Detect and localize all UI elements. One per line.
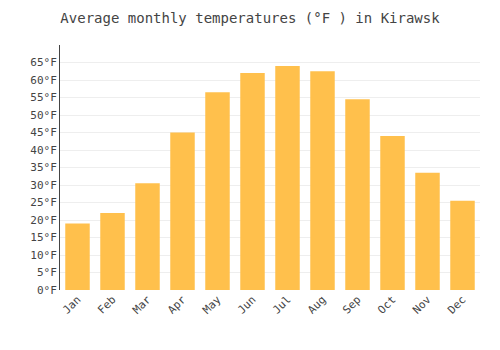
- svg-text:65°F: 65°F: [30, 56, 57, 69]
- svg-text:55°F: 55°F: [30, 91, 57, 104]
- svg-text:Sep: Sep: [340, 293, 363, 316]
- svg-text:30°F: 30°F: [30, 179, 57, 192]
- svg-text:May: May: [200, 293, 224, 317]
- svg-text:Dec: Dec: [445, 293, 468, 316]
- svg-text:Aug: Aug: [305, 293, 328, 316]
- svg-text:10°F: 10°F: [30, 249, 57, 262]
- svg-text:45°F: 45°F: [30, 126, 57, 139]
- svg-text:Jul: Jul: [270, 293, 293, 316]
- svg-text:Jan: Jan: [60, 293, 83, 316]
- svg-text:Average monthly temperatures (: Average monthly temperatures (°F ) in Ki…: [60, 10, 440, 26]
- svg-text:Mar: Mar: [130, 293, 154, 317]
- svg-text:20°F: 20°F: [30, 214, 57, 227]
- svg-text:50°F: 50°F: [30, 109, 57, 122]
- svg-text:35°F: 35°F: [30, 161, 57, 174]
- svg-text:Jun: Jun: [235, 293, 258, 316]
- svg-text:Nov: Nov: [410, 293, 434, 317]
- svg-text:15°F: 15°F: [30, 231, 57, 244]
- svg-text:40°F: 40°F: [30, 144, 57, 157]
- svg-text:Apr: Apr: [165, 293, 189, 317]
- svg-text:Feb: Feb: [95, 293, 118, 316]
- svg-text:25°F: 25°F: [30, 196, 57, 209]
- svg-text:0°F: 0°F: [37, 284, 57, 297]
- svg-text:5°F: 5°F: [37, 266, 57, 279]
- svg-text:60°F: 60°F: [30, 74, 57, 87]
- svg-text:Oct: Oct: [375, 293, 398, 316]
